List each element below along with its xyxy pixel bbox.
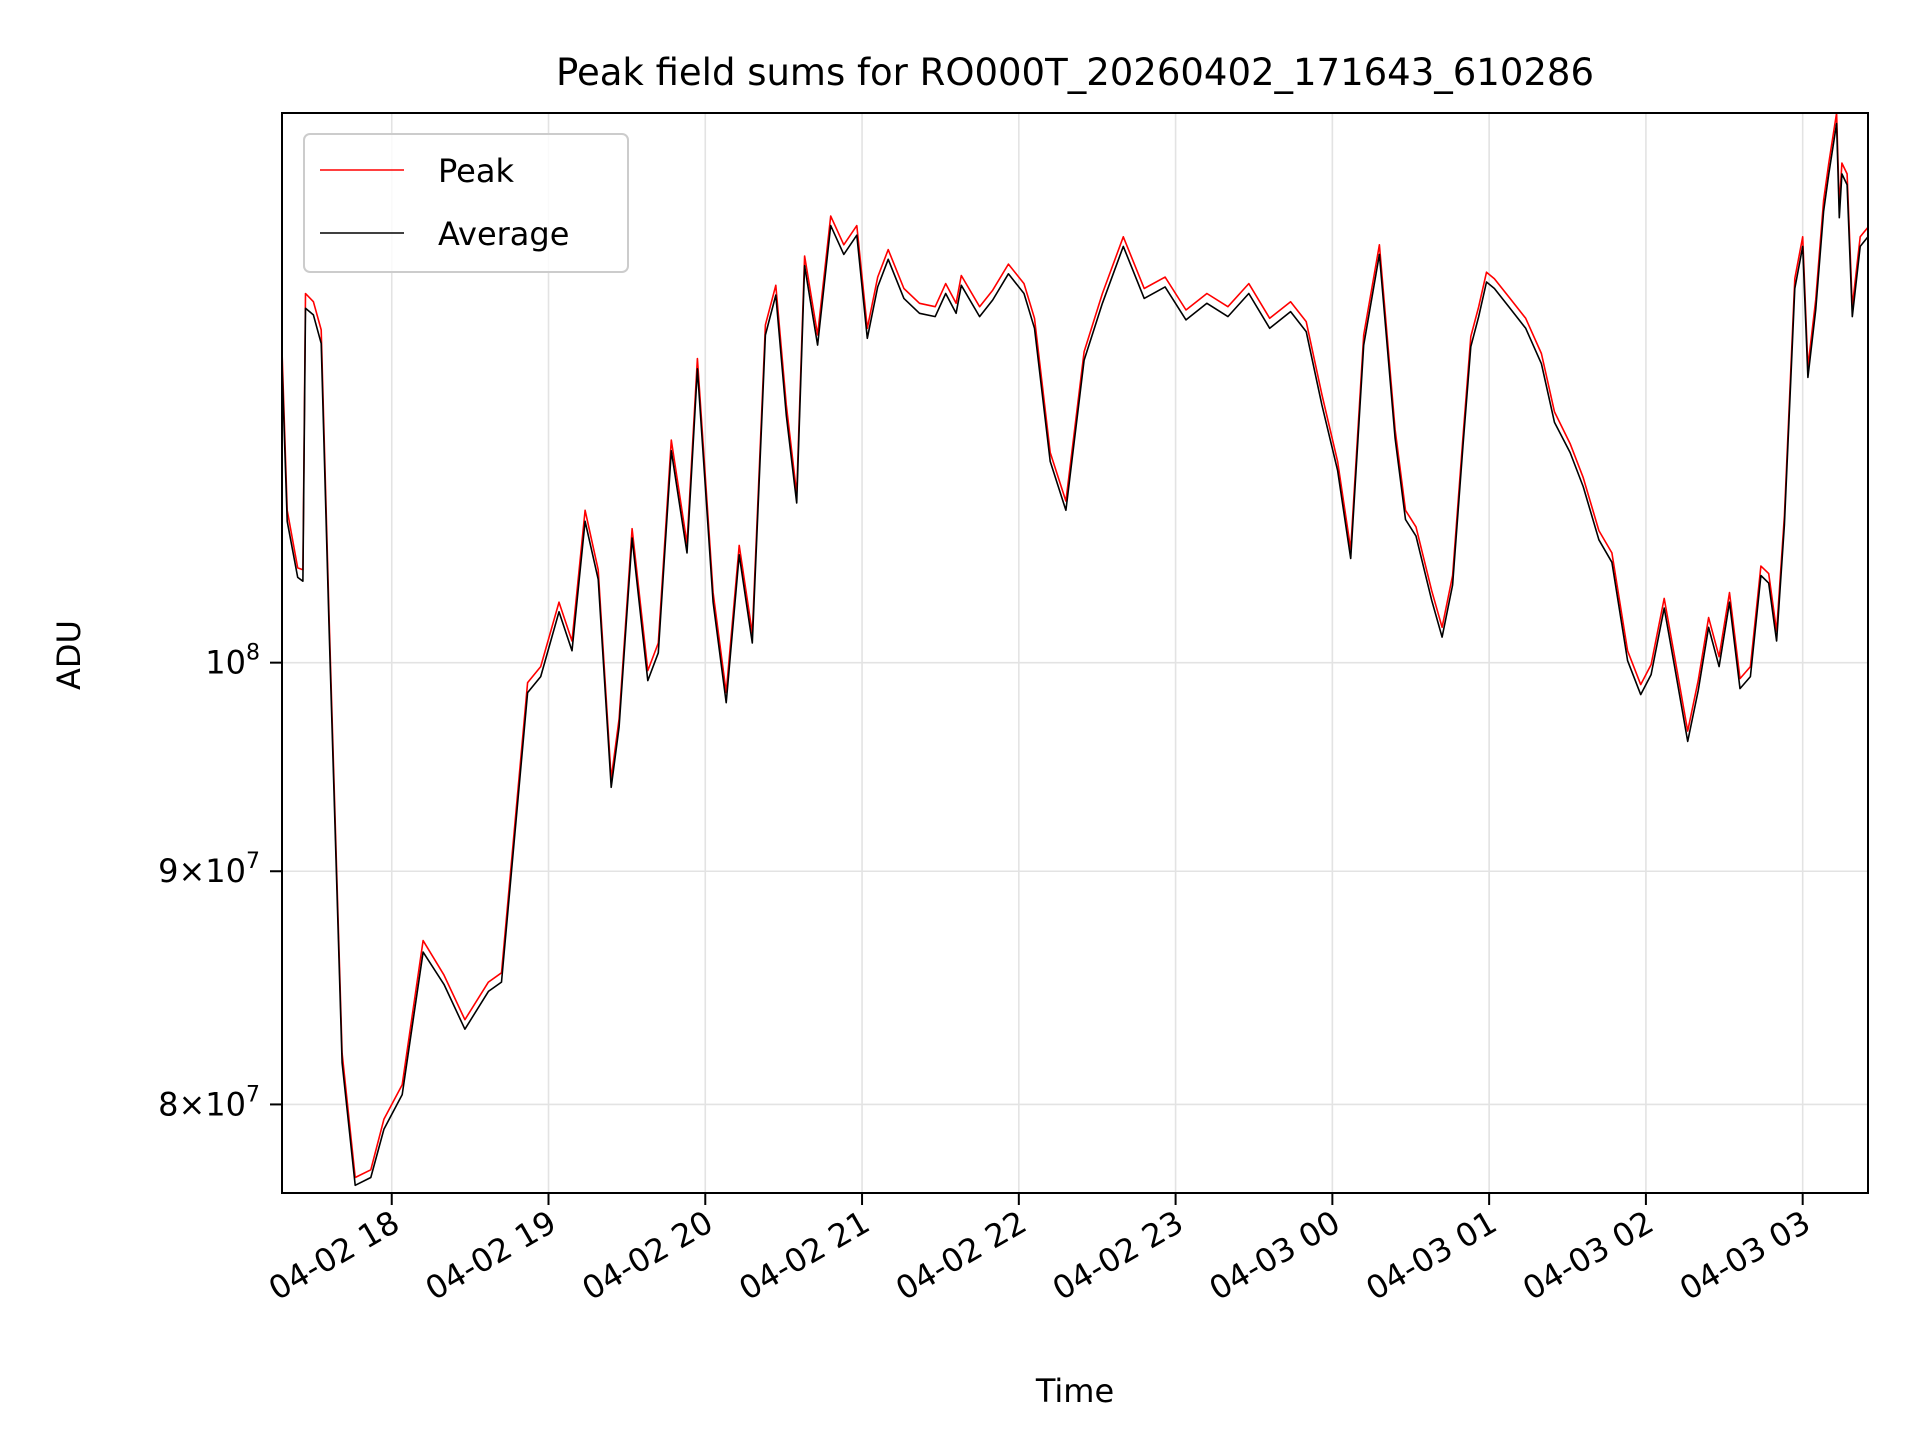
legend-label-average: Average — [438, 215, 569, 253]
y-tick-label: 8×107 — [158, 1082, 260, 1123]
legend-box — [303, 133, 629, 273]
x-axis-label: Time — [1035, 1372, 1114, 1410]
series-line-peak — [281, 112, 1869, 1179]
grid — [282, 113, 1868, 1193]
legend: Peak Average — [303, 133, 629, 273]
legend-label-peak: Peak — [438, 152, 514, 190]
plot-frame — [281, 112, 1869, 1194]
y-tick-label: 9×107 — [158, 849, 260, 890]
y-axis-label: ADU — [50, 620, 88, 690]
series-line-average — [281, 122, 1869, 1187]
series-layer — [281, 112, 1869, 1187]
chart-title: Peak field sums for RO000T_20260402_1716… — [556, 51, 1594, 94]
